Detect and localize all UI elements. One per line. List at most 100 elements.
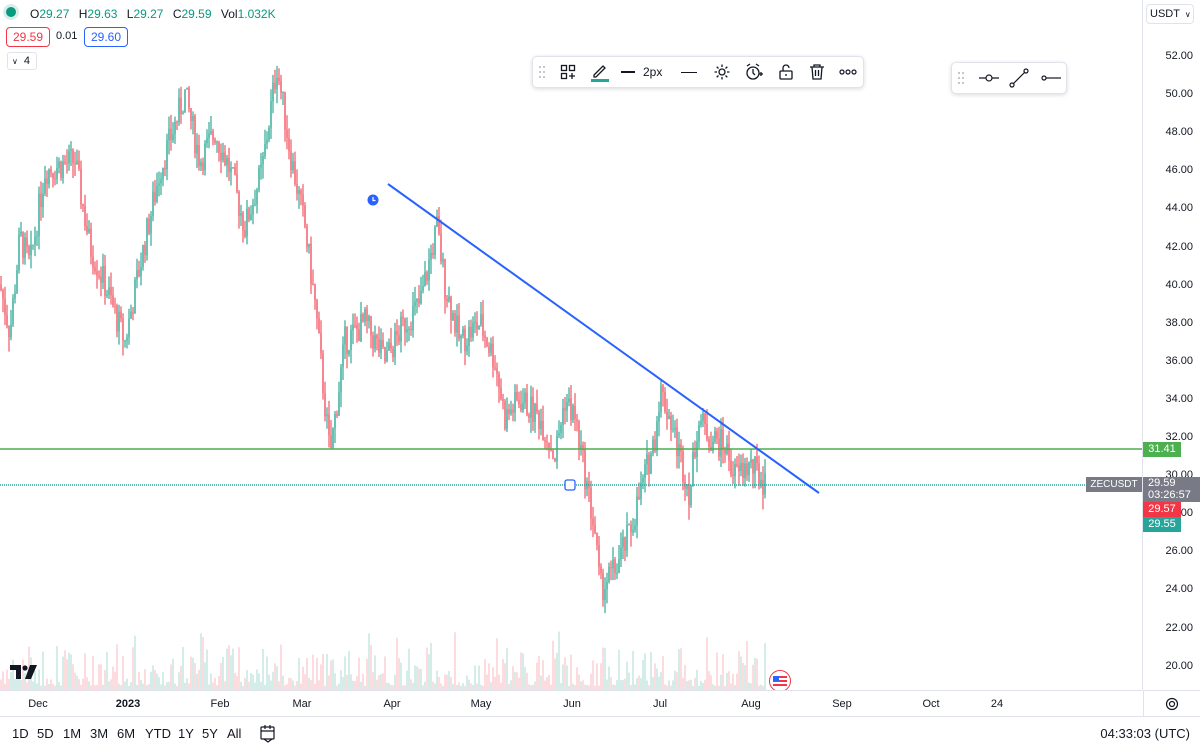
candle-body <box>478 325 480 330</box>
price-axis[interactable]: USDT ∨ 52.00 50.00 48.00 46.00 44.00 42.00 40.… <box>1142 0 1200 690</box>
utc-clock[interactable]: 04:33:03 (UTC) <box>1100 726 1190 741</box>
candle-body <box>674 427 676 430</box>
volume-bar <box>706 637 708 690</box>
settings-gear-icon[interactable] <box>1165 697 1179 711</box>
volume-bar <box>190 656 192 690</box>
candle-body <box>542 420 544 441</box>
candle-body <box>404 318 406 333</box>
candle-body <box>762 480 764 495</box>
sell-button[interactable]: 29.59 <box>6 27 50 47</box>
price-chart[interactable] <box>0 0 1142 690</box>
candle-body <box>172 134 174 141</box>
lock-icon[interactable] <box>773 57 799 87</box>
volume-bar <box>232 648 234 690</box>
candle-body <box>700 421 702 425</box>
volume-bar <box>328 675 330 690</box>
candle-body <box>208 133 210 138</box>
volume-bar <box>708 671 710 690</box>
volume-bar <box>230 655 232 690</box>
volume-bar <box>664 684 666 690</box>
ray-anchor-handle[interactable] <box>564 479 576 491</box>
ohlc-legend: O29.27 H29.63 L29.27 C29.59 Vol1.032K <box>6 7 276 21</box>
volume-bar <box>302 666 304 690</box>
trend-line[interactable] <box>387 183 820 494</box>
drag-handle-icon[interactable] <box>535 57 549 87</box>
candle-body <box>662 385 664 392</box>
candle-body <box>486 337 488 347</box>
volume-bar <box>670 685 672 690</box>
candle-body <box>698 424 700 442</box>
volume-bar <box>164 685 166 690</box>
range-button-1d[interactable]: 1D <box>12 726 29 741</box>
trend-line-icon[interactable] <box>1006 63 1032 93</box>
volume-bar <box>180 665 182 690</box>
line-width-label: 2px <box>643 65 663 79</box>
candle-body <box>760 480 762 486</box>
range-button-3m[interactable]: 3M <box>90 726 109 741</box>
candle-body <box>646 454 648 465</box>
candle-body <box>252 204 254 215</box>
volume-bar <box>136 684 138 690</box>
volume-bar <box>242 685 244 690</box>
candle-body <box>516 391 518 400</box>
candle-body <box>366 309 368 322</box>
more-options-icon[interactable] <box>836 57 860 87</box>
volume-bar <box>158 677 160 690</box>
close-value: 29.59 <box>181 7 212 21</box>
volume-bar <box>332 659 334 690</box>
horizontal-ray-icon[interactable] <box>976 63 1002 93</box>
candle-body <box>630 524 632 533</box>
volume-bar <box>34 670 36 690</box>
time-axis[interactable]: Dec 2023 Feb Mar Apr May Jun Jul Aug Sep Oct 24 <box>0 690 1142 717</box>
ray-line-icon[interactable] <box>1038 63 1064 93</box>
range-button-6m[interactable]: 6M <box>117 726 136 741</box>
buy-button[interactable]: 29.60 <box>84 27 128 47</box>
range-button-ytd[interactable]: YTD <box>145 726 171 741</box>
candle-body <box>238 191 240 216</box>
candle-body <box>8 326 10 338</box>
volume-bar <box>78 679 80 690</box>
settings-gear-icon[interactable] <box>709 57 735 87</box>
volume-bar <box>52 683 54 690</box>
volume-bar <box>100 664 102 690</box>
range-button-5y[interactable]: 5Y <box>202 726 218 741</box>
economic-events-flag-icon[interactable] <box>769 670 791 690</box>
candle-body <box>202 162 204 171</box>
volume-bar <box>750 683 752 690</box>
volume-bar <box>272 671 274 690</box>
line-color-button[interactable] <box>587 57 613 87</box>
candle-body <box>354 324 356 326</box>
candle-body <box>628 524 630 526</box>
date-range-calendar-icon[interactable] <box>258 723 278 743</box>
candle-body <box>570 398 572 421</box>
candle-body <box>440 233 442 262</box>
candle-body <box>126 337 128 341</box>
chevron-down-icon: ∨ <box>12 57 18 66</box>
volume-bar <box>108 681 110 690</box>
tradingview-logo[interactable] <box>10 665 38 679</box>
range-button-all[interactable]: All <box>227 726 242 741</box>
volume-bar <box>176 685 178 690</box>
chart-pane[interactable]: O29.27 H29.63 L29.27 C29.59 Vol1.032K 29… <box>0 0 1142 690</box>
indicators-toggle[interactable]: ∨ 4 <box>7 52 37 70</box>
candle-body <box>494 367 496 369</box>
volume-bar <box>104 670 106 690</box>
candle-body <box>580 445 582 449</box>
candle-body <box>540 420 542 429</box>
volume-bar <box>478 665 480 690</box>
range-button-1y[interactable]: 1Y <box>178 726 194 741</box>
add-alert-icon[interactable] <box>741 57 767 87</box>
candle-body <box>584 450 586 490</box>
line-width-button[interactable]: 2px <box>621 57 667 87</box>
currency-selector[interactable]: USDT ∨ <box>1146 4 1194 24</box>
template-icon[interactable] <box>555 57 581 87</box>
line-style-icon[interactable] <box>679 57 699 87</box>
delete-trash-icon[interactable] <box>804 57 830 87</box>
candle-body <box>438 216 440 234</box>
range-button-5d[interactable]: 5D <box>37 726 54 741</box>
volume-bar <box>374 655 376 690</box>
candle-body <box>336 413 338 416</box>
drag-handle-icon[interactable] <box>954 63 968 93</box>
range-button-1m[interactable]: 1M <box>63 726 82 741</box>
candle-body <box>322 353 324 394</box>
